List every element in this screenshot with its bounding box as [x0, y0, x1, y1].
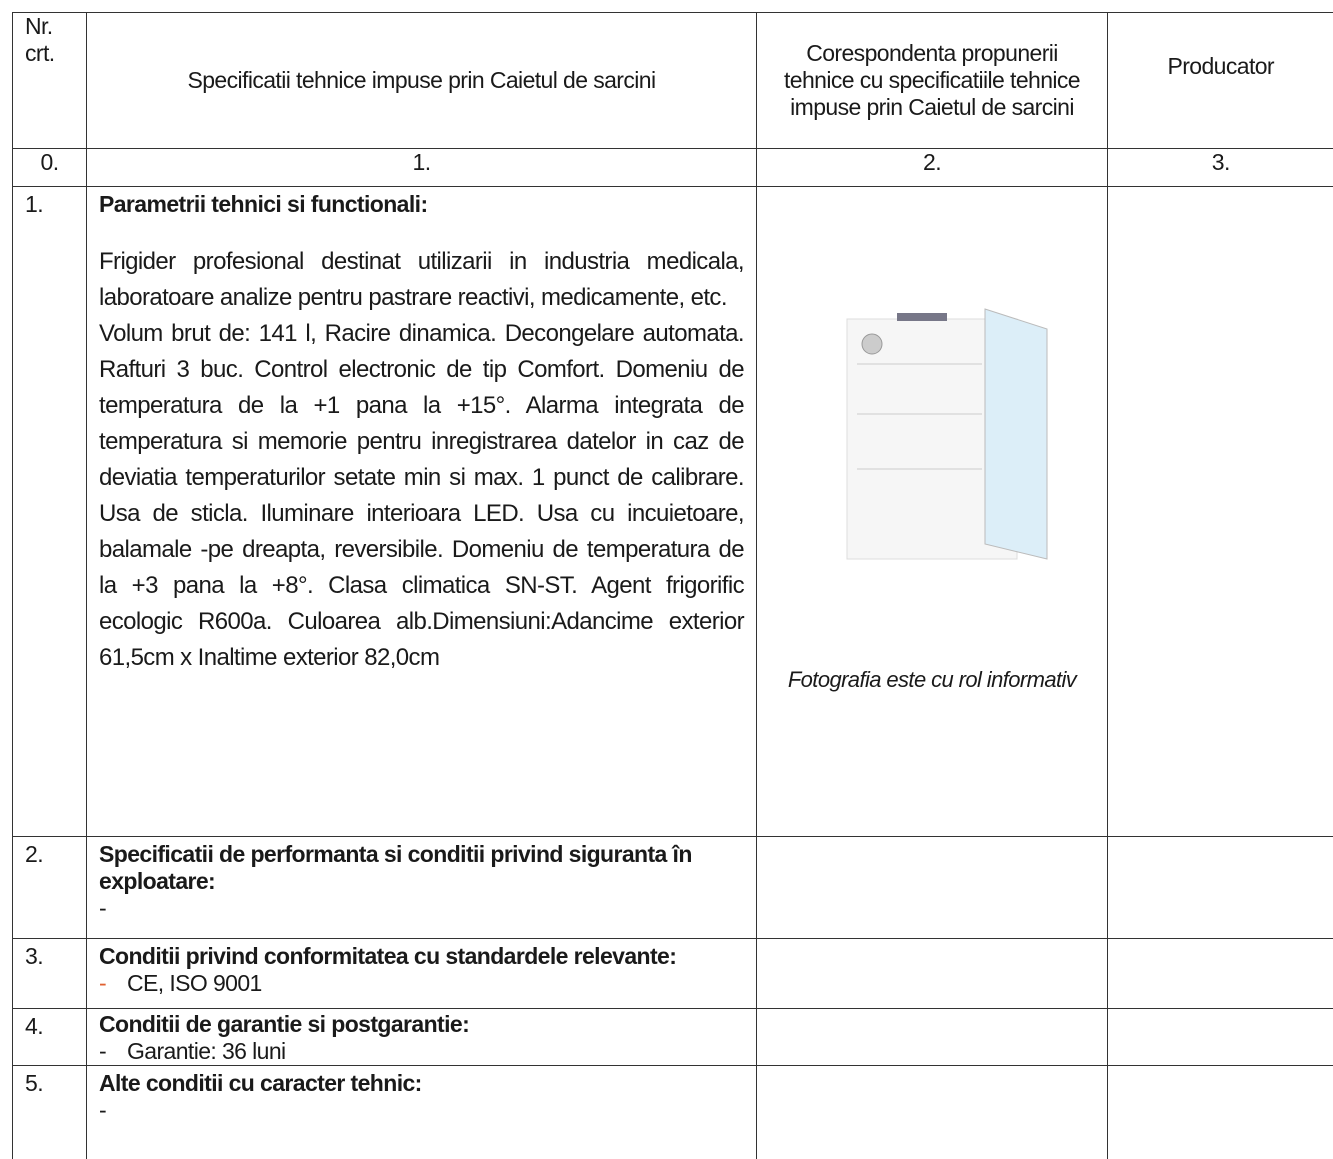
caption: Fotografia este cu rol informativ: [757, 667, 1107, 693]
glass-door: [985, 309, 1047, 559]
row-number: 3.: [13, 939, 87, 1009]
spec-cell: Conditii de garantie si postgarantie: -G…: [87, 1009, 757, 1066]
row-title: Specificatii de performanta si conditii …: [87, 837, 756, 895]
spec-cell: Conditii privind conformitatea cu standa…: [87, 939, 757, 1009]
header-cell: Corespondenta propunerii tehnice cu spec…: [757, 13, 1108, 149]
producer-cell: [1108, 187, 1333, 837]
header-cell: Producator: [1108, 13, 1333, 149]
number-cell: 1.: [87, 149, 757, 187]
empty-cell: [1108, 837, 1333, 939]
marker: -: [99, 1097, 127, 1124]
spec-table: Nr. crt. Specificatii tehnice impuse pri…: [12, 12, 1333, 1159]
number-cell: 3.: [1108, 149, 1333, 187]
row-number: 4.: [13, 1009, 87, 1066]
item-text: CE, ISO 9001: [127, 970, 262, 996]
item-text: Garantie: 36 luni: [127, 1038, 286, 1064]
number-cell: 2.: [757, 149, 1108, 187]
paragraph: Frigider profesional destinat utilizarii…: [87, 244, 756, 316]
empty-cell: [757, 1009, 1108, 1066]
spec-cell: Parametrii tehnici si functionali: Frigi…: [87, 187, 757, 837]
empty-cell: [757, 1066, 1108, 1159]
row-number: 5.: [13, 1066, 87, 1159]
spec-cell: Alte conditii cu caracter tehnic: -: [87, 1066, 757, 1159]
marker: -: [99, 895, 127, 922]
number-row: 0. 1. 2. 3.: [13, 149, 1333, 187]
row: 2. Specificatii de performanta si condit…: [13, 837, 1333, 939]
row-number: 2.: [13, 837, 87, 939]
number-cell: 0.: [13, 149, 87, 187]
list-item: -: [87, 895, 756, 922]
marker: -: [99, 970, 127, 997]
row-number: 1.: [13, 187, 87, 837]
row: 4. Conditii de garantie si postgarantie:…: [13, 1009, 1333, 1066]
row-title: Parametrii tehnici si functionali:: [87, 187, 756, 218]
photo-cell: Fotografia este cu rol informativ: [757, 187, 1108, 837]
row: 3. Conditii privind conformitatea cu sta…: [13, 939, 1333, 1009]
empty-cell: [1108, 1009, 1333, 1066]
paragraph: Volum brut de: 141 l, Racire dinamica. D…: [87, 316, 756, 676]
fridge-photo: [817, 299, 1077, 579]
fan: [862, 334, 882, 354]
empty-cell: [1108, 1066, 1333, 1159]
header-text: Nr. crt.: [25, 13, 65, 67]
empty-cell: [757, 939, 1108, 1009]
list-item: -: [87, 1097, 756, 1124]
display: [897, 313, 947, 321]
header-cell: Nr. crt.: [13, 13, 87, 149]
row-title: Conditii privind conformitatea cu standa…: [87, 939, 756, 970]
empty-cell: [1108, 939, 1333, 1009]
header-row: Nr. crt. Specificatii tehnice impuse pri…: [13, 13, 1333, 149]
row-title: Alte conditii cu caracter tehnic:: [87, 1066, 756, 1097]
marker: -: [99, 1038, 127, 1065]
empty-cell: [757, 837, 1108, 939]
row-title: Conditii de garantie si postgarantie:: [87, 1009, 756, 1038]
list-item: -CE, ISO 9001: [87, 970, 756, 997]
list-item: -Garantie: 36 luni: [87, 1038, 756, 1065]
header-cell: Specificatii tehnice impuse prin Caietul…: [87, 13, 757, 149]
row: 1. Parametrii tehnici si functionali: Fr…: [13, 187, 1333, 837]
row: 5. Alte conditii cu caracter tehnic: -: [13, 1066, 1333, 1159]
spec-cell: Specificatii de performanta si conditii …: [87, 837, 757, 939]
